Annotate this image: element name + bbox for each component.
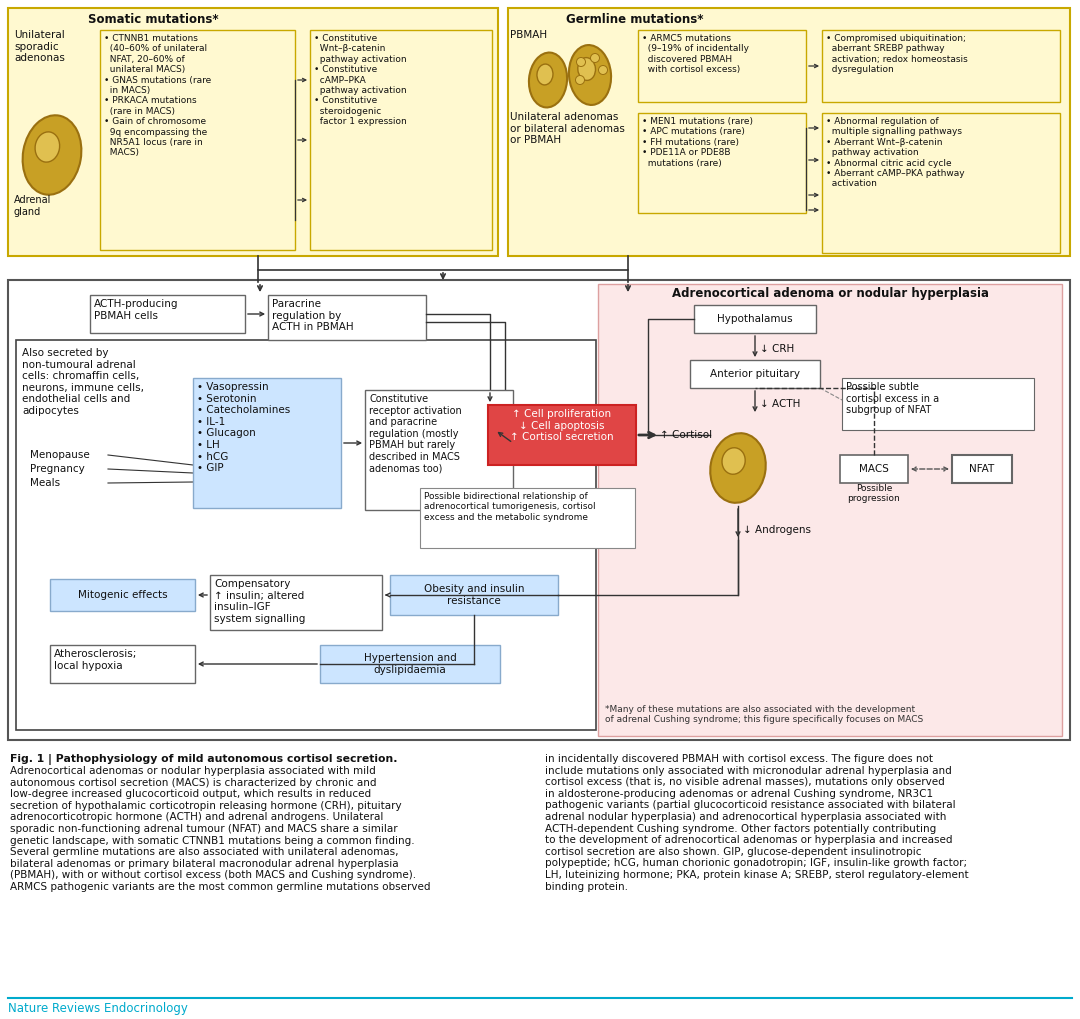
Text: Obesity and insulin
resistance: Obesity and insulin resistance (423, 584, 524, 606)
Bar (50, 579, 195, 611)
Text: NFAT: NFAT (970, 464, 995, 474)
Text: PBMAH: PBMAH (510, 30, 548, 40)
Bar (822, 113, 1059, 253)
Bar (320, 645, 500, 683)
Bar (100, 30, 295, 250)
Text: Anterior pituitary: Anterior pituitary (710, 369, 800, 379)
Bar (210, 575, 382, 630)
Text: Menopause: Menopause (30, 450, 90, 460)
Bar (638, 113, 806, 213)
Bar (488, 405, 636, 465)
Text: Adrenocortical adenoma or nodular hyperplasia: Adrenocortical adenoma or nodular hyperp… (672, 287, 988, 300)
Text: Paracrine
regulation by
ACTH in PBMAH: Paracrine regulation by ACTH in PBMAH (272, 299, 353, 332)
Text: ACTH-producing
PBMAH cells: ACTH-producing PBMAH cells (94, 299, 178, 321)
Text: ↓ ACTH: ↓ ACTH (760, 399, 800, 409)
Text: ↑ Cell proliferation
↓ Cell apoptosis
↑ Cortisol secretion: ↑ Cell proliferation ↓ Cell apoptosis ↑ … (510, 409, 613, 442)
Bar (390, 575, 558, 615)
Bar (8, 280, 1070, 740)
Text: Germline mutations*: Germline mutations* (566, 13, 703, 26)
Text: • Abnormal regulation of
  multiple signalling pathways
• Aberrant Wnt–β-catenin: • Abnormal regulation of multiple signal… (826, 117, 964, 189)
Text: Possible
progression: Possible progression (848, 484, 901, 503)
Text: • ARMC5 mutations
  (9–19% of incidentally
  discovered PBMAH
  with cortisol ex: • ARMC5 mutations (9–19% of incidentally… (642, 34, 750, 74)
Text: Meals: Meals (30, 478, 60, 488)
Ellipse shape (569, 45, 611, 105)
Text: Fig. 1 | Pathophysiology of mild autonomous cortisol secretion.: Fig. 1 | Pathophysiology of mild autonom… (10, 754, 397, 765)
Bar (193, 378, 341, 508)
Bar (8, 8, 498, 256)
Bar (690, 360, 820, 388)
Text: Adrenocortical adenomas or nodular hyperplasia associated with mild
autonomous c: Adrenocortical adenomas or nodular hyper… (10, 766, 431, 892)
Text: Atherosclerosis;
local hypoxia: Atherosclerosis; local hypoxia (54, 649, 137, 671)
Bar (310, 30, 492, 250)
Text: in incidentally discovered PBMAH with cortisol excess. The figure does not
inclu: in incidentally discovered PBMAH with co… (545, 754, 969, 892)
Text: Adrenal
gland: Adrenal gland (14, 195, 52, 217)
Ellipse shape (576, 75, 584, 85)
Bar (50, 645, 195, 683)
Ellipse shape (529, 53, 567, 107)
Bar (951, 455, 1012, 483)
Text: Compensatory
↑ insulin; altered
insulin–IGF
system signalling: Compensatory ↑ insulin; altered insulin–… (214, 579, 306, 624)
Text: Possible subtle
cortisol excess in a
subgroup of NFAT: Possible subtle cortisol excess in a sub… (846, 382, 940, 415)
Bar (16, 340, 596, 730)
Text: Hypothalamus: Hypothalamus (717, 314, 793, 324)
Text: MACS: MACS (859, 464, 889, 474)
Bar (598, 284, 1062, 736)
Ellipse shape (537, 64, 553, 85)
Bar (694, 305, 816, 333)
Bar (508, 8, 1070, 256)
Text: Unilateral
sporadic
adenonas: Unilateral sporadic adenonas (14, 30, 65, 63)
Text: • Vasopressin
• Serotonin
• Catecholamines
• IL-1
• Glucagon
• LH
• hCG
• GIP: • Vasopressin • Serotonin • Catecholamin… (197, 382, 291, 473)
Bar (365, 390, 513, 510)
Bar (822, 30, 1059, 102)
Text: • CTNNB1 mutations
  (40–60% of unilateral
  NFAT, 20–60% of
  unilateral MACS)
: • CTNNB1 mutations (40–60% of unilateral… (104, 34, 212, 157)
Text: ↓ CRH: ↓ CRH (760, 344, 794, 354)
Bar (840, 455, 908, 483)
Text: • Compromised ubiquitination;
  aberrant SREBP pathway
  activation; redox homeo: • Compromised ubiquitination; aberrant S… (826, 34, 968, 74)
Text: *Many of these mutations are also associated with the development
of adrenal Cus: *Many of these mutations are also associ… (605, 705, 923, 725)
Ellipse shape (577, 57, 585, 66)
Text: ↑ Cortisol: ↑ Cortisol (660, 430, 712, 440)
Ellipse shape (23, 115, 81, 195)
Text: Possible bidirectional relationship of
adrenocortical tumorigenesis, cortisol
ex: Possible bidirectional relationship of a… (424, 492, 596, 522)
Bar (268, 294, 426, 340)
Ellipse shape (711, 433, 766, 502)
Text: Also secreted by
non-tumoural adrenal
cells: chromaffin cells,
neurons, immune c: Also secreted by non-tumoural adrenal ce… (22, 348, 144, 416)
Ellipse shape (723, 447, 745, 474)
Text: • Constitutive
  Wnt–β-catenin
  pathway activation
• Constitutive
  cAMP–PKA
  : • Constitutive Wnt–β-catenin pathway act… (314, 34, 407, 126)
Bar (420, 488, 635, 548)
Bar (0, 748, 1080, 988)
Text: Nature Reviews Endocrinology: Nature Reviews Endocrinology (8, 1002, 188, 1015)
Bar (638, 30, 806, 102)
Text: Pregnancy: Pregnancy (30, 464, 84, 474)
Text: • MEN1 mutations (rare)
• APC mutations (rare)
• FH mutations (rare)
• PDE11A or: • MEN1 mutations (rare) • APC mutations … (642, 117, 753, 167)
Ellipse shape (578, 58, 595, 81)
Ellipse shape (591, 54, 599, 62)
Text: ↓ Androgens: ↓ Androgens (743, 525, 811, 535)
Text: Hypertension and
dyslipidaemia: Hypertension and dyslipidaemia (364, 653, 457, 675)
Text: Mitogenic effects: Mitogenic effects (78, 590, 167, 600)
Ellipse shape (35, 131, 59, 162)
Bar (90, 294, 245, 333)
Text: Constitutive
receptor activation
and paracrine
regulation (mostly
PBMAH but rare: Constitutive receptor activation and par… (369, 394, 462, 474)
Bar (842, 378, 1034, 430)
Text: Somatic mutations*: Somatic mutations* (87, 13, 218, 26)
Ellipse shape (598, 65, 607, 74)
Text: Unilateral adenomas
or bilateral adenomas
or PBMAH: Unilateral adenomas or bilateral adenoma… (510, 112, 625, 145)
